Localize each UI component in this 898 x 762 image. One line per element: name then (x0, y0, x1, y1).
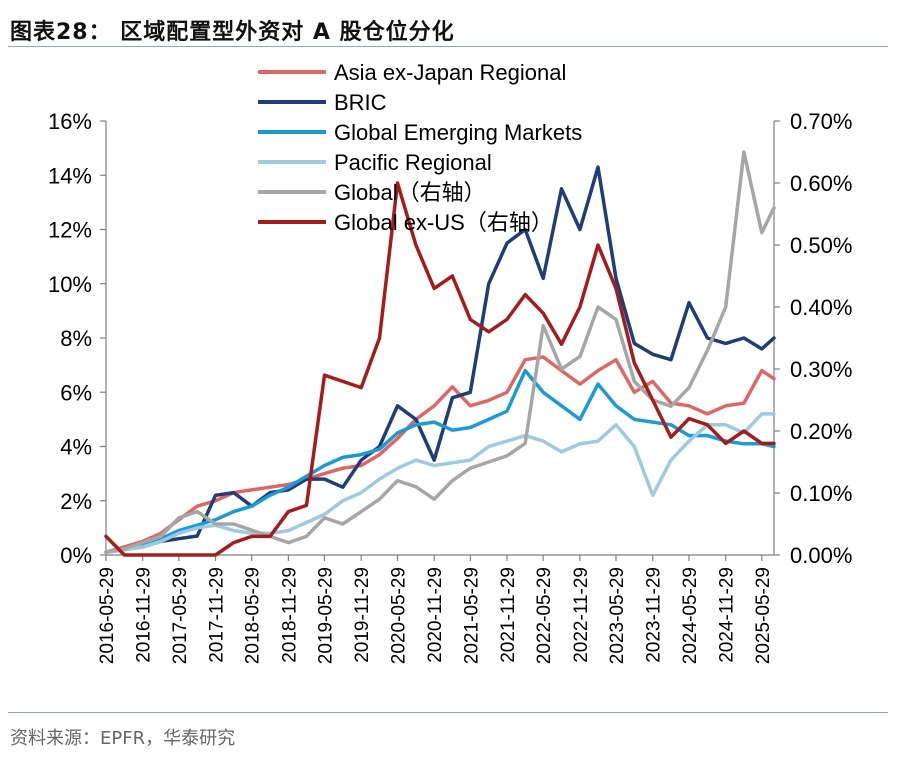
chart-legend: Asia ex-Japan Regional BRIC Global Emergin… (258, 60, 582, 235)
right-y-tick-label: 0.60% (790, 171, 852, 196)
left-y-tick-label: 4% (60, 435, 92, 460)
left-y-tick-label: 0% (60, 543, 92, 568)
x-tick-label: 2018-11-29 (279, 567, 300, 663)
x-tick-label: 2023-11-29 (644, 567, 665, 663)
right-y-tick-label: 0.10% (790, 481, 852, 506)
series-line-1 (104, 355, 776, 555)
chart-axes: 0% 2% 4% 6% 8% 10% 12% 14% 16% 0.00% 0.10% 0.20% 0.3… (48, 109, 852, 664)
legend-label-6: Global ex-US（右轴） (334, 210, 553, 235)
x-tick-label: 2019-05-29 (315, 567, 336, 664)
left-y-tick-label: 10% (48, 272, 92, 297)
x-tick-label: 2021-05-29 (461, 567, 482, 664)
x-tick-label: 2017-05-29 (170, 567, 191, 664)
legend-label-1: Asia ex-Japan Regional (334, 60, 566, 85)
x-tick-label: 2019-11-29 (352, 567, 373, 663)
legend-label-2: BRIC (334, 90, 387, 115)
x-tick-label: 2018-05-29 (243, 567, 264, 664)
series-line-6 (104, 181, 776, 557)
x-tick-label: 2022-05-29 (534, 567, 555, 664)
series-line-5 (104, 150, 776, 554)
x-tick-label: 2024-05-29 (680, 567, 701, 664)
x-tick-label: 2020-05-29 (389, 567, 410, 664)
title-divider (8, 46, 888, 47)
right-y-tick-label: 0.50% (790, 233, 852, 258)
source-divider (8, 712, 888, 713)
figure-title: 图表28： 区域配置型外资对 A 股仓位分化 (10, 20, 455, 45)
series-line-4 (104, 412, 776, 555)
left-y-tick-label: 16% (48, 109, 92, 134)
legend-label-5: Global（右轴） (334, 180, 486, 205)
right-y-tick-label: 0.40% (790, 295, 852, 320)
left-y-tick-label: 8% (60, 326, 92, 351)
x-tick-label: 2017-11-29 (207, 567, 228, 663)
left-y-tick-label: 2% (60, 489, 92, 514)
chart-series-lines (104, 150, 776, 557)
x-tick-label: 2023-05-29 (607, 567, 628, 664)
left-y-tick-label: 14% (48, 163, 92, 188)
series-line-3 (104, 368, 776, 555)
left-y-tick-label: 12% (48, 218, 92, 243)
right-y-tick-label: 0.70% (790, 109, 852, 134)
legend-label-3: Global Emerging Markets (334, 120, 582, 145)
x-tick-label: 2024-11-29 (717, 567, 738, 663)
left-y-tick-label: 6% (60, 380, 92, 405)
x-tick-label: 2022-11-29 (571, 567, 592, 663)
series-line-2 (104, 165, 776, 555)
x-tick-label: 2016-05-29 (97, 567, 118, 664)
right-y-tick-label: 0.20% (790, 419, 852, 444)
x-tick-label: 2020-11-29 (425, 567, 446, 663)
right-y-tick-label: 0.30% (790, 357, 852, 382)
right-y-tick-label: 0.00% (790, 543, 852, 568)
x-tick-label: 2016-11-29 (134, 567, 155, 663)
x-tick-label: 2021-11-29 (498, 567, 519, 663)
x-tick-label: 2025-05-29 (753, 567, 774, 664)
legend-label-4: Pacific Regional (334, 150, 492, 175)
source-note: 资料来源：EPFR，华泰研究 (10, 728, 236, 749)
